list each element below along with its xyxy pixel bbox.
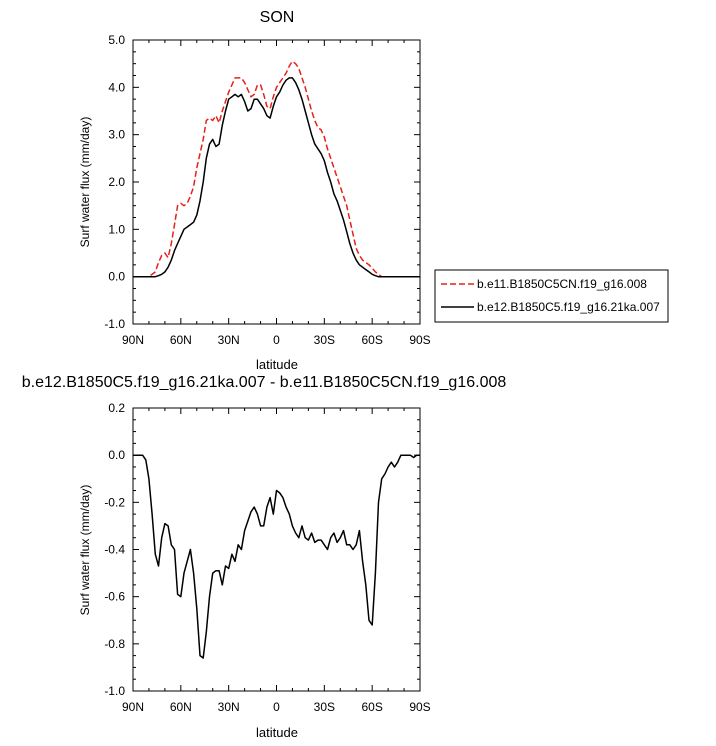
legend-label-series-2: b.e12.B1850C5.f19_g16.21ka.007 bbox=[477, 300, 660, 314]
top-x-tick-label: 90S bbox=[409, 333, 430, 347]
top-series-line-2 bbox=[133, 77, 420, 278]
bottom-y-tick-label: -1.0 bbox=[104, 684, 125, 698]
bottom-series-line-1 bbox=[133, 454, 420, 659]
top-plot-frame bbox=[132, 39, 421, 325]
top-x-tick-label: 90N bbox=[122, 333, 144, 347]
top-y-tick-label: 2.0 bbox=[108, 175, 125, 189]
bottom-series-layer bbox=[133, 454, 420, 659]
top-y-tick-label: 1.0 bbox=[108, 222, 125, 236]
bottom-x-tick-label: 60S bbox=[361, 700, 382, 714]
top-x-tick-label: 0 bbox=[273, 333, 280, 347]
top-series-layer bbox=[133, 60, 420, 278]
legend: b.e11.B1850C5CN.f19_g16.008 b.e12.B1850C… bbox=[434, 269, 669, 323]
bottom-x-axis: 90N 60N 30N 0 30S 60S 90S bbox=[122, 408, 431, 714]
bottom-y-tick-label: -0.8 bbox=[104, 637, 125, 651]
top-y-axis: -1.0 0.0 1.0 2.0 3.0 4.0 5.0 bbox=[104, 33, 420, 331]
bottom-y-tick-label: -0.4 bbox=[104, 543, 125, 557]
legend-label-series-1: b.e11.B1850C5CN.f19_g16.008 bbox=[477, 277, 647, 291]
top-chart-title: SON bbox=[260, 9, 295, 26]
bottom-panel: b.e12.B1850C5.f19_g16.21ka.007 - b.e11.B… bbox=[22, 374, 507, 740]
bottom-y-tick-label: 0.0 bbox=[108, 448, 125, 462]
bottom-x-tick-label: 60N bbox=[170, 700, 192, 714]
top-y-tick-label: 3.0 bbox=[108, 128, 125, 142]
bottom-x-axis-label: latitude bbox=[256, 725, 298, 740]
top-x-tick-label: 60N bbox=[170, 333, 192, 347]
bottom-x-tick-label: 90S bbox=[409, 700, 430, 714]
bottom-x-tick-label: 30S bbox=[314, 700, 335, 714]
top-panel: SON -1.0 0.0 1.0 2.0 3.0 4.0 5.0 90N 60N 30N 0 30S… bbox=[78, 9, 669, 372]
bottom-y-axis-label: Surf water flux (mm/day) bbox=[78, 485, 92, 616]
top-x-tick-label: 30N bbox=[218, 333, 240, 347]
top-x-tick-label: 30S bbox=[314, 333, 335, 347]
top-y-tick-label: 0.0 bbox=[108, 270, 125, 284]
top-y-axis-label: Surf water flux (mm/day) bbox=[78, 117, 92, 248]
top-series-line-1 bbox=[133, 60, 420, 278]
top-x-tick-label: 60S bbox=[361, 333, 382, 347]
top-y-tick-label: -1.0 bbox=[104, 317, 125, 331]
bottom-x-tick-label: 30N bbox=[218, 700, 240, 714]
bottom-x-tick-label: 90N bbox=[122, 700, 144, 714]
top-x-axis-label: latitude bbox=[256, 357, 298, 372]
bottom-y-tick-label: -0.6 bbox=[104, 590, 125, 604]
top-y-tick-label: 4.0 bbox=[108, 80, 125, 94]
top-y-tick-label: 5.0 bbox=[108, 33, 125, 47]
bottom-y-axis: -1.0 -0.8 -0.6 -0.4 -0.2 0.0 0.2 bbox=[104, 401, 420, 698]
bottom-y-tick-label: -0.2 bbox=[104, 495, 125, 509]
bottom-x-tick-label: 0 bbox=[273, 700, 280, 714]
top-x-axis: 90N 60N 30N 0 30S 60S 90S bbox=[122, 40, 431, 347]
bottom-chart-title: b.e12.B1850C5.f19_g16.21ka.007 - b.e11.B… bbox=[22, 374, 507, 391]
legend-box bbox=[434, 269, 669, 323]
bottom-y-tick-label: 0.2 bbox=[108, 401, 125, 415]
